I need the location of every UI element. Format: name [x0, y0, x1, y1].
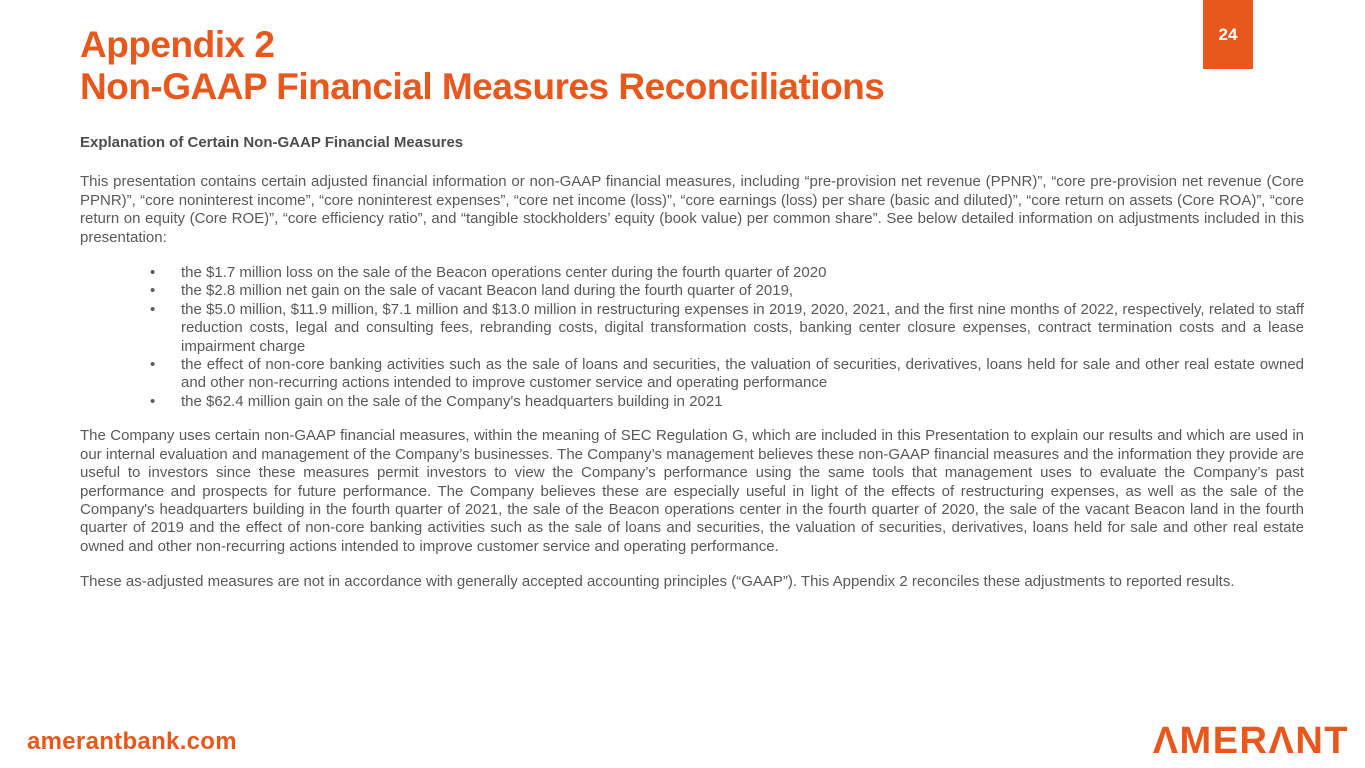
slide-title-line-1: Appendix 2 [80, 24, 275, 65]
slide-title: Appendix 2 Non-GAAP Financial Measures R… [80, 24, 885, 108]
adjustments-bullet-list: the $1.7 million loss on the sale of the… [80, 264, 1304, 412]
amerant-logo: ΛMERΛNT [1152, 720, 1349, 762]
bullet-item-headquarters-gain: the $62.4 million gain on the sale of th… [150, 393, 1304, 412]
paragraph-gaap: These as-adjusted measures are not in ac… [80, 573, 1235, 591]
paragraph-intro: This presentation contains certain adjus… [80, 173, 1304, 246]
page-number-badge: 24 [1203, 0, 1253, 69]
page-number: 24 [1218, 24, 1238, 44]
slide-body: Explanation of Certain Non-GAAP Financia… [80, 134, 1304, 609]
section-heading: Explanation of Certain Non-GAAP Financia… [80, 134, 464, 151]
bullet-item-non-core-banking: the effect of non-core banking activitie… [150, 356, 1304, 393]
slide-title-line-2: Non-GAAP Financial Measures Reconciliati… [80, 66, 885, 107]
bullet-item-beacon-land-gain: the $2.8 million net gain on the sale of… [150, 282, 1304, 301]
footer-website-link[interactable]: amerantbank.com [27, 728, 237, 755]
paragraph-usage: The Company uses certain non-GAAP financ… [80, 427, 1304, 555]
bullet-item-restructuring-expenses: the $5.0 million, $11.9 million, $7.1 mi… [150, 301, 1304, 356]
bullet-item-beacon-operations-loss: the $1.7 million loss on the sale of the… [150, 264, 1304, 283]
